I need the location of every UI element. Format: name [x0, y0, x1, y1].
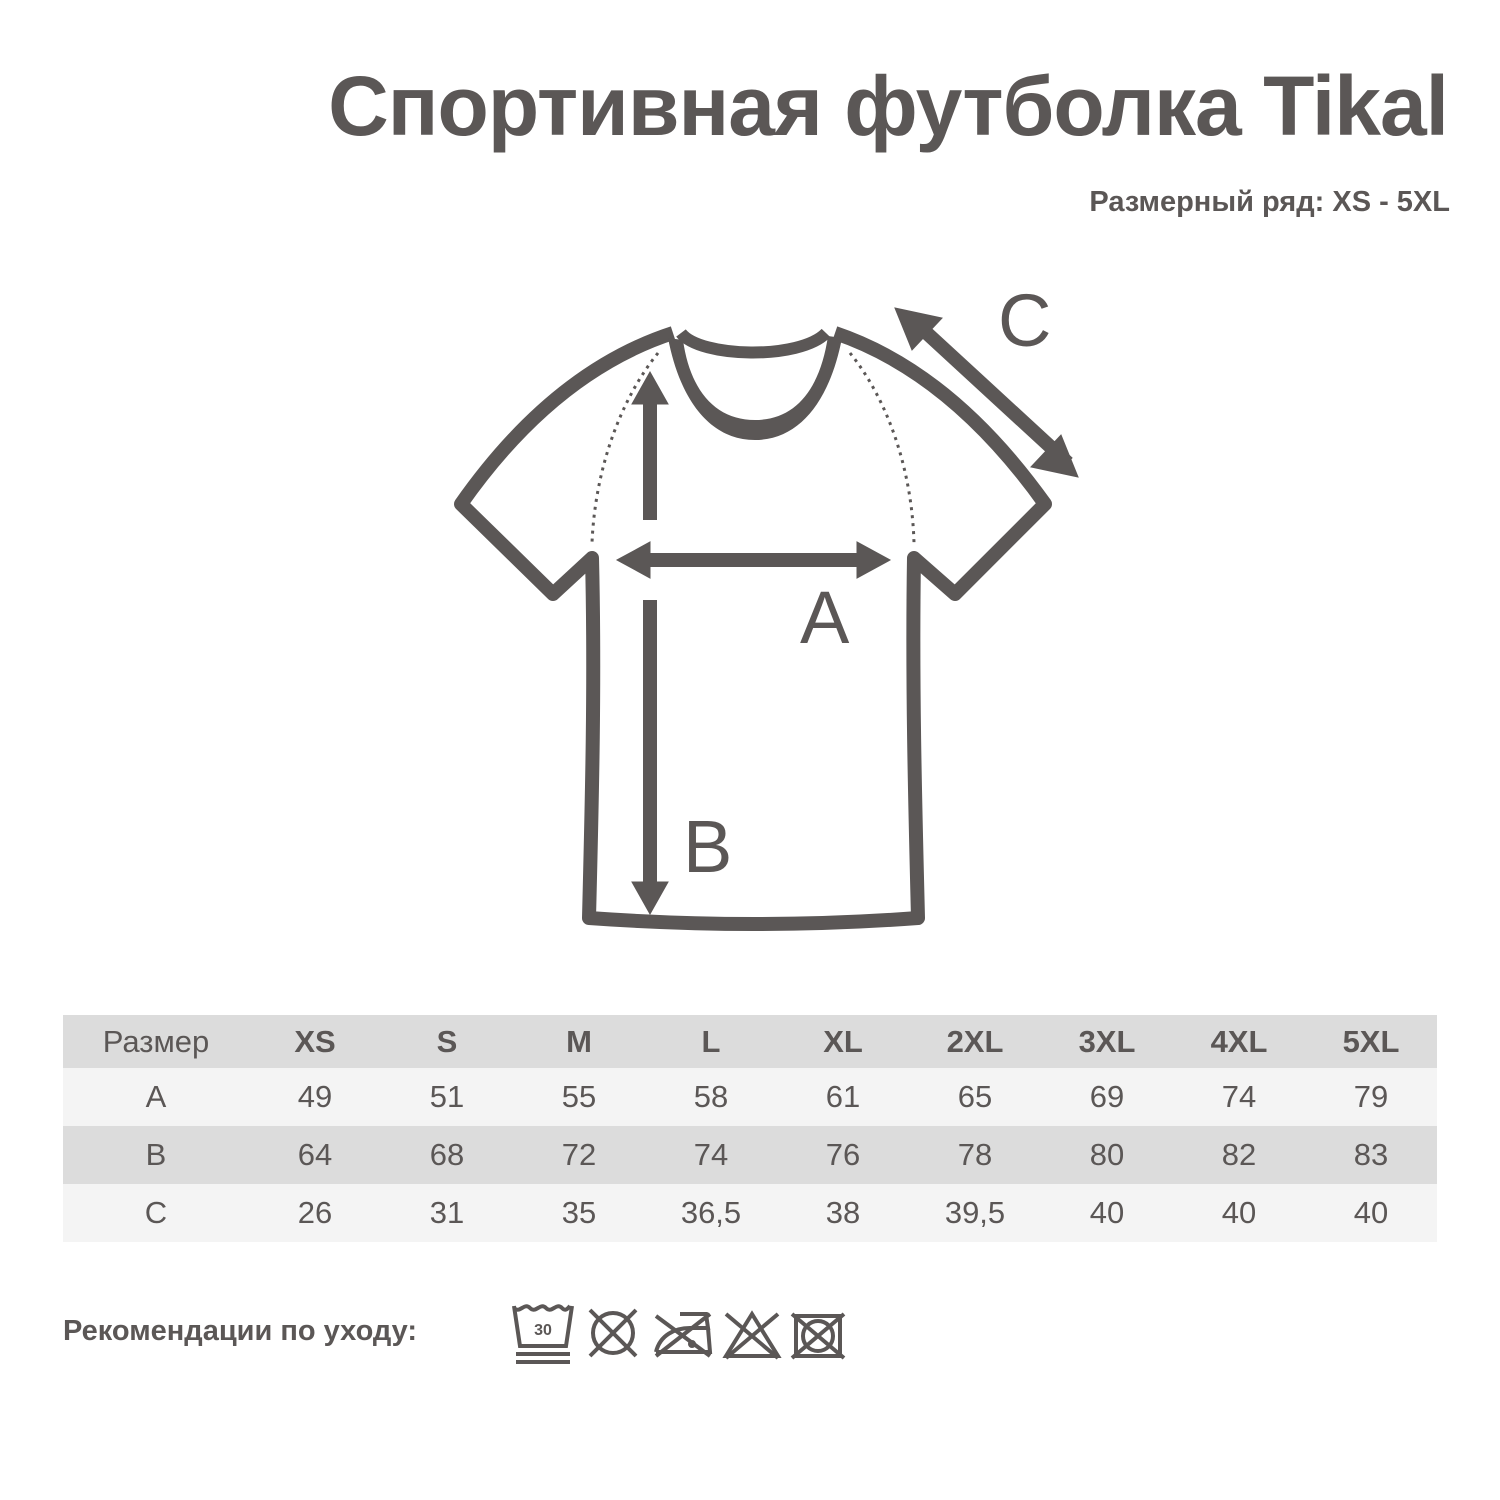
cell: 68: [429, 1137, 465, 1172]
arrow-c: [913, 319, 1073, 469]
header-cell: 3XL: [1078, 1023, 1136, 1059]
header-cell: S: [436, 1023, 458, 1059]
cell: 26: [297, 1195, 333, 1230]
tshirt-diagram: C A B: [454, 279, 1079, 931]
wash-30-gentle-icon: 30: [512, 1304, 574, 1364]
arrow-b-top-head: [631, 370, 669, 405]
table-header-row: Размер XS S M L XL 2XL 3XL 4XL 5XL: [63, 1015, 1437, 1068]
cell: 61: [825, 1079, 861, 1114]
header-cell: Размер: [102, 1023, 210, 1059]
cell: 39,5: [944, 1195, 1006, 1230]
header-cell: XS: [294, 1023, 336, 1059]
cell: 35: [561, 1195, 597, 1230]
seam-left: [590, 352, 660, 544]
care-label: Рекомендации по уходу:: [63, 1315, 418, 1347]
size-range: Размерный ряд: XS - 5XL: [1089, 186, 1450, 218]
size-table: Размер XS S M L XL 2XL 3XL 4XL 5XL A 49 …: [63, 1015, 1437, 1242]
cell: 74: [693, 1137, 729, 1172]
header-cell: 4XL: [1210, 1023, 1268, 1059]
cell: 55: [561, 1079, 597, 1114]
cell: 65: [957, 1079, 993, 1114]
cell: 64: [297, 1137, 333, 1172]
arrow-c-bottom-head: [1030, 434, 1079, 478]
arrow-b-bottom-head: [631, 881, 669, 916]
table-row: C 26 31 35 36,5 38 39,5 40 40 40: [63, 1184, 1437, 1242]
table-row: A 49 51 55 58 61 65 69 74 79: [63, 1068, 1437, 1126]
cell: B: [145, 1137, 167, 1172]
no-iron-icon: [654, 1312, 713, 1358]
cell: 31: [429, 1195, 465, 1230]
no-tumble-dry-icon: [588, 1308, 638, 1358]
cell: 58: [693, 1079, 729, 1114]
label-c: C: [998, 279, 1051, 362]
arrow-c-top-head: [894, 307, 943, 351]
page-title: Спортивная футболка Tikal: [328, 59, 1449, 153]
header-cell: L: [701, 1023, 721, 1059]
cell: 83: [1353, 1137, 1389, 1172]
no-dry-clean-icon: [790, 1312, 846, 1360]
cell: 72: [561, 1137, 597, 1172]
cell: 40: [1089, 1195, 1125, 1230]
cell: 78: [957, 1137, 993, 1172]
care-icons: 30: [512, 1304, 846, 1364]
cell: 38: [825, 1195, 861, 1230]
cell: 79: [1353, 1079, 1389, 1114]
collar-band: [668, 336, 842, 440]
svg-text:30: 30: [534, 1322, 552, 1339]
cell: A: [145, 1079, 167, 1114]
header-cell: XL: [823, 1023, 863, 1059]
cell: 40: [1221, 1195, 1257, 1230]
no-bleach-icon: [722, 1310, 782, 1360]
label-b: B: [683, 805, 732, 888]
label-a: A: [800, 576, 850, 659]
cell: 51: [429, 1079, 465, 1114]
cell: 80: [1089, 1137, 1125, 1172]
header-cell: 2XL: [946, 1023, 1004, 1059]
shirt-outline: [454, 326, 1052, 931]
cell: 36,5: [680, 1195, 742, 1230]
arrow-a-left-head: [615, 541, 651, 579]
cell: 74: [1221, 1079, 1257, 1114]
arrow-a-right-head: [856, 541, 892, 579]
cell: 69: [1089, 1079, 1125, 1114]
seam-right: [848, 352, 916, 544]
table-row: B 64 68 72 74 76 78 80 82 83: [63, 1126, 1437, 1184]
collar-top: [676, 328, 831, 359]
cell: 49: [297, 1079, 333, 1114]
cell: C: [144, 1195, 168, 1230]
header-cell: M: [566, 1023, 592, 1059]
cell: 76: [825, 1137, 861, 1172]
cell: 82: [1221, 1137, 1257, 1172]
cell: 40: [1353, 1195, 1389, 1230]
header-cell: 5XL: [1342, 1023, 1400, 1059]
